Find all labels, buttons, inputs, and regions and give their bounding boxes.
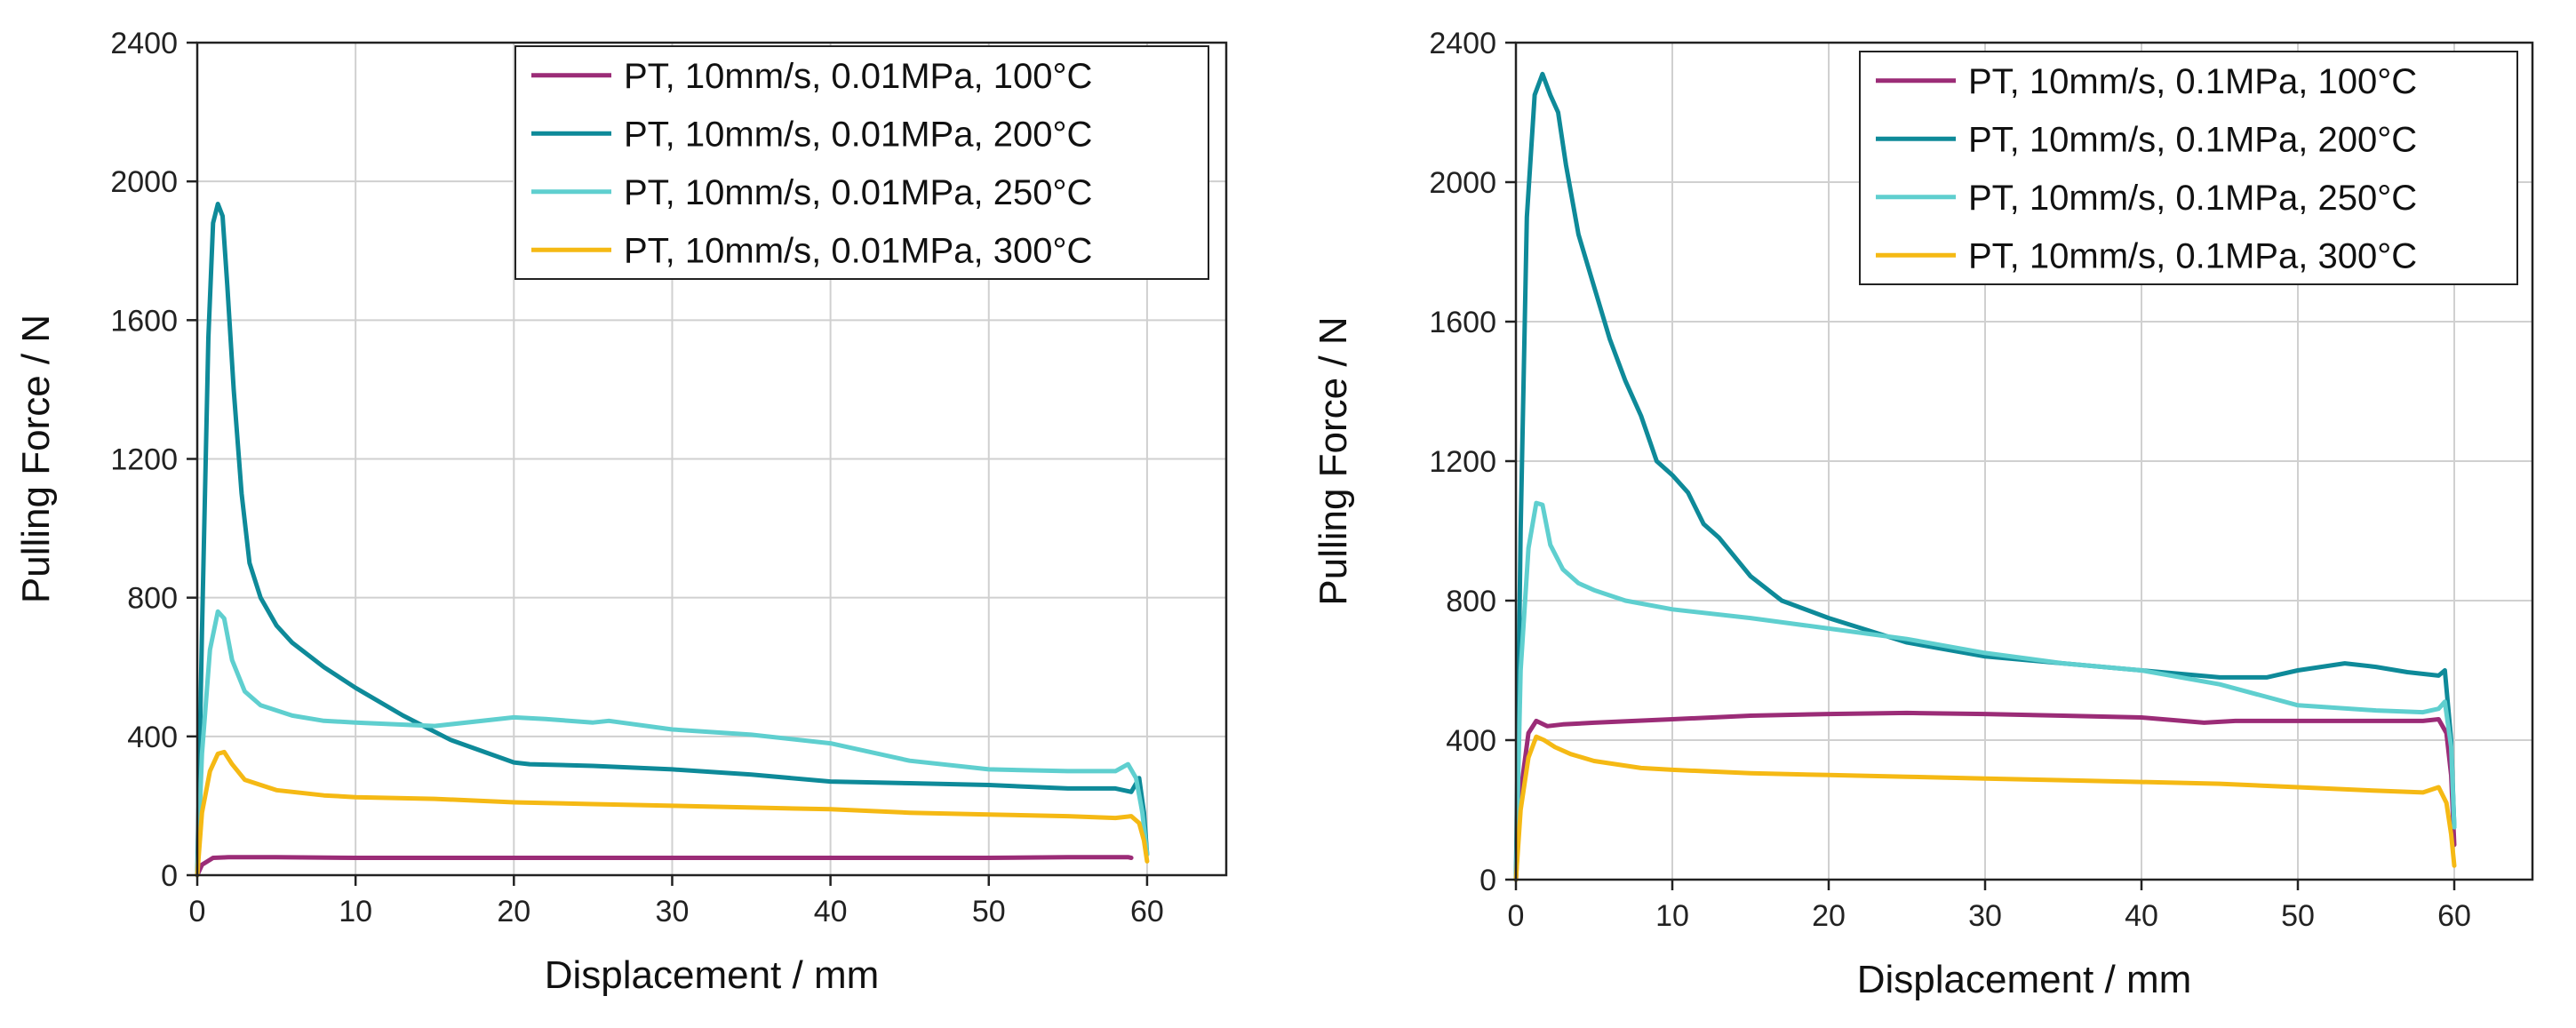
legend-label-2: PT, 10mm/s, 0.1MPa, 250°C: [1968, 179, 2417, 218]
x-tick-label: 40: [2125, 899, 2158, 933]
x-tick-label: 0: [189, 895, 206, 928]
x-tick-label: 40: [814, 895, 848, 928]
x-tick-label: 0: [1508, 899, 1525, 933]
legend-label-3: PT, 10mm/s, 0.1MPa, 300°C: [1968, 236, 2417, 275]
y-axis-title: Pulling Force / N: [1312, 316, 1355, 605]
series-group: [195, 202, 1150, 878]
x-tick-label: 60: [1130, 895, 1164, 928]
series-line-1: [195, 202, 1150, 878]
legend: PT, 10mm/s, 0.1MPa, 100°C PT, 10mm/s, 0.1…: [1859, 51, 2518, 285]
series-line-0: [1513, 710, 2457, 882]
legend: PT, 10mm/s, 0.01MPa, 100°C PT, 10mm/s, 0.…: [514, 45, 1209, 280]
x-tick-label: 20: [497, 895, 530, 928]
chart-right: 0 10 20 30 40 50 60 0 400 800 1200 1600 2000 2400 Disp…: [1312, 27, 2534, 1001]
y-tick-label: 1200: [1429, 445, 1496, 479]
legend-label-1: PT, 10mm/s, 0.1MPa, 200°C: [1968, 120, 2417, 159]
x-tick-label: 20: [1812, 899, 1846, 933]
x-tick-label: 30: [656, 895, 690, 928]
x-tick-label: 10: [339, 895, 372, 928]
y-axis-title: Pulling Force / N: [14, 315, 58, 603]
y-tick-label: 2400: [110, 27, 178, 60]
legend-label-1: PT, 10mm/s, 0.01MPa, 200°C: [624, 115, 1092, 154]
legend-label-2: PT, 10mm/s, 0.01MPa, 250°C: [624, 173, 1092, 212]
y-tick-label: 0: [161, 859, 178, 893]
y-tick-label: 1200: [110, 443, 178, 477]
legend-label-0: PT, 10mm/s, 0.1MPa, 100°C: [1968, 62, 2417, 101]
x-tick-label: 50: [2281, 899, 2315, 933]
y-tick-label: 2000: [1429, 166, 1496, 200]
x-tick-label: 30: [1968, 899, 2002, 933]
x-tick-label: 50: [972, 895, 1006, 928]
series-line-1: [1513, 71, 2457, 882]
legend-box: [1859, 51, 2518, 285]
legend-label-3: PT, 10mm/s, 0.01MPa, 300°C: [624, 231, 1092, 270]
legend-box: [514, 45, 1209, 280]
series-line-2: [195, 609, 1150, 878]
axis-ticks: 0 10 20 30 40 50 60 0 400 800 1200 1600 2000 2400: [1429, 27, 2471, 933]
y-tick-label: 800: [127, 582, 178, 616]
series-group: [1513, 71, 2457, 882]
y-tick-label: 400: [127, 721, 178, 754]
y-tick-label: 400: [1446, 724, 1496, 758]
x-axis-title: Displacement / mm: [545, 953, 880, 997]
y-tick-label: 0: [1479, 864, 1496, 897]
y-tick-label: 2400: [1429, 27, 1496, 60]
axis-ticks: 0 10 20 30 40 50 60 0 400 800 1200 1600 2000 2400: [110, 27, 1163, 928]
x-tick-label: 10: [1655, 899, 1689, 933]
series-line-0: [195, 855, 1134, 878]
legend-label-0: PT, 10mm/s, 0.01MPa, 100°C: [624, 57, 1092, 96]
chart-left: 0 10 20 30 40 50 60 0 400 800 1200 1600 2000 2400 Disp…: [14, 27, 1228, 997]
y-tick-label: 1600: [1429, 306, 1496, 339]
y-tick-label: 2000: [110, 165, 178, 199]
x-tick-label: 60: [2437, 899, 2471, 933]
series-line-2: [1513, 500, 2457, 882]
series-line-3: [1513, 734, 2457, 882]
x-axis-title: Displacement / mm: [1857, 958, 2192, 1001]
y-tick-label: 800: [1446, 585, 1496, 618]
series-line-3: [195, 749, 1150, 878]
y-tick-label: 1600: [110, 304, 178, 338]
